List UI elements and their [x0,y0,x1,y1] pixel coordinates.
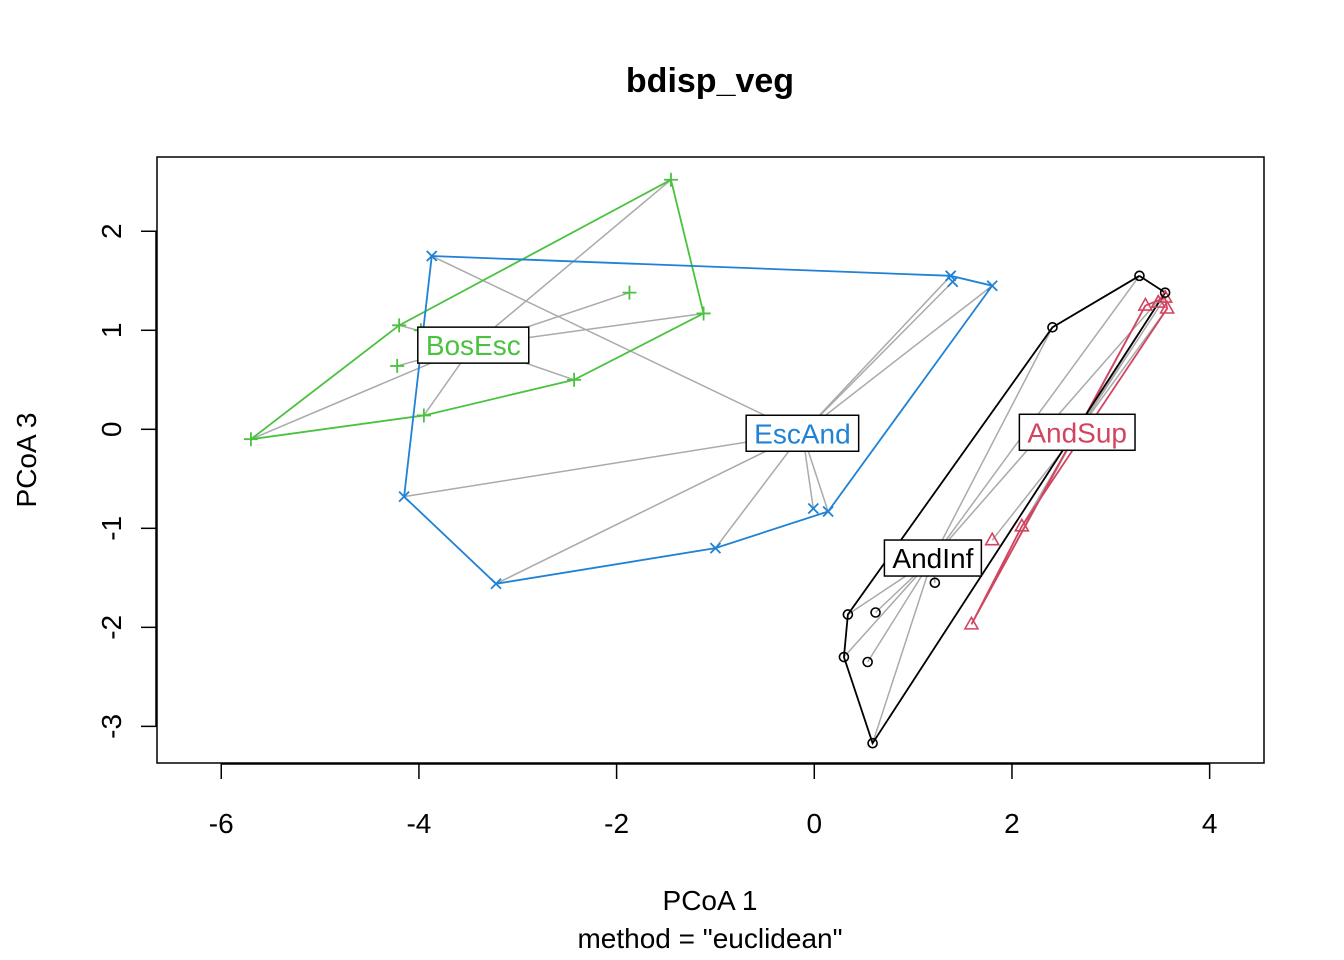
point-bosesc [696,306,711,321]
data-points [243,172,1176,749]
x-axis-subtitle: method = "euclidean" [577,923,842,954]
point-andinf [867,737,878,749]
point-andsup [963,615,980,630]
group-label-andsup: AndSup [1027,417,1127,448]
hull-andsup [970,296,1169,625]
x-axis: -6 -4 -2 0 2 4 [209,763,1218,839]
spider-lines [250,179,1168,744]
point-escand [426,250,438,262]
spider-line-bosesc [472,179,672,346]
chart-title: bdisp_veg [626,62,794,100]
x-tick-label: 0 [806,808,822,839]
hull-bosesc [250,178,705,441]
point-andinf [1134,270,1145,282]
point-andsup [1137,296,1154,311]
x-axis-label: PCoA 1 [663,885,758,916]
point-escand [807,502,819,515]
y-axis: -3 -2 -1 0 1 2 [96,223,157,739]
spider-line-escand [431,255,803,434]
x-tick-label: 2 [1004,808,1020,839]
point-andinf [838,651,850,663]
point-escand [986,280,998,292]
point-andinf [1159,287,1171,298]
spider-line-escand [495,432,803,585]
y-tick-label: -1 [96,516,127,541]
x-tick-label: -2 [604,808,629,839]
spider-line-andsup [1076,308,1168,433]
label-box-andinf [883,539,983,577]
point-andinf [842,609,854,620]
y-tick-label: -2 [96,615,127,640]
y-tick-label: 2 [96,223,127,239]
group-labels: BosEsc EscAnd AndSup AndInf [417,326,1136,577]
point-bosesc [663,172,678,187]
point-bosesc [243,432,258,447]
spider-line-escand [403,432,803,498]
point-bosesc [622,285,637,300]
label-box-bosesc [417,326,530,364]
group-label-bosesc: BosEsc [426,330,521,361]
spider-line-escand [714,432,804,549]
point-andinf [870,607,881,618]
point-escand [709,542,722,554]
point-andsup [1013,517,1030,532]
label-box-escand [745,414,860,453]
spider-line-escand [801,281,954,434]
hull-andinf [843,275,1167,746]
point-escand [947,276,959,288]
point-andinf [1047,322,1058,333]
point-andinf [929,577,941,589]
hull-polygons [250,178,1169,746]
point-escand [490,578,502,590]
point-andinf [862,656,873,668]
spider-line-andinf [871,557,934,744]
y-axis-label: PCoA 3 [11,413,42,508]
group-label-escand: EscAnd [754,418,851,449]
plot-frame [156,156,1265,764]
y-tick-label: 1 [96,322,127,338]
point-bosesc [392,318,407,333]
point-andsup [984,531,1001,546]
x-tick-label: -4 [406,808,431,839]
label-box-andsup [1018,413,1136,452]
x-tick-label: 4 [1202,808,1218,839]
point-bosesc [567,372,582,387]
spider-line-escand [801,285,993,434]
spider-line-andinf [932,326,1054,559]
point-bosesc [416,408,431,423]
spider-line-escand [801,275,952,434]
y-tick-label: -3 [96,714,127,739]
point-andsup [1150,293,1167,308]
group-label-andinf: AndInf [892,543,973,574]
point-escand [398,491,410,503]
x-tick-label: -6 [209,808,234,839]
point-escand [822,505,834,518]
y-tick-label: 0 [96,422,127,438]
point-bosesc [390,358,405,373]
